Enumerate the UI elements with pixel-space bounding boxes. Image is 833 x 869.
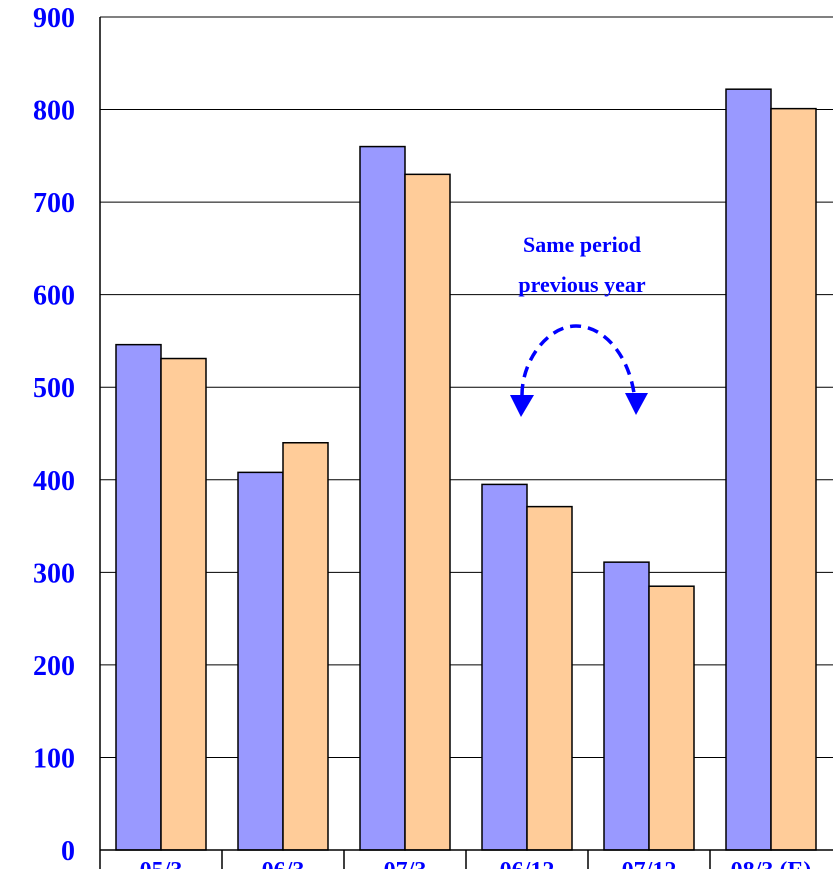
y-tick-label-8: 800	[33, 96, 75, 127]
annotation: Same period previous year	[510, 232, 648, 417]
y-tick-label-9: 900	[33, 3, 75, 34]
y-tick-label-5: 500	[33, 373, 75, 404]
bar-s2-2	[404, 173, 451, 851]
bar-s1-2	[359, 145, 406, 851]
x-tick-label-3: 06/12	[500, 858, 555, 869]
x-tick-label-4: 07/12	[622, 858, 677, 869]
gridlines	[100, 16, 833, 758]
y-tick-label-0: 0	[61, 836, 75, 867]
y-tick-label-7: 700	[33, 188, 75, 219]
bar-s1-0	[115, 343, 162, 851]
y-tick-label-1: 100	[33, 743, 75, 774]
bar-s1-1	[237, 471, 284, 851]
bar-s1-5	[725, 88, 772, 851]
bar-s2-4	[648, 585, 695, 851]
annotation-line-1: Same period	[523, 232, 641, 257]
bar-s2-1	[282, 442, 329, 851]
x-tick-label-0: 05/3	[140, 858, 183, 869]
y-tick-label-3: 300	[33, 558, 75, 589]
x-tick-label-2: 07/3	[384, 858, 427, 869]
bar-s2-5	[770, 107, 817, 851]
x-tick-labels: 05/3 06/3 07/3 06/12 07/12 08/3 (E)	[140, 858, 812, 869]
arrow-down-right-icon	[625, 393, 648, 415]
y-tick-labels: 0 100 200 300 400 500 600 700 800 900	[33, 3, 75, 867]
arrow-down-left-icon	[510, 395, 534, 417]
x-tick-label-5: 08/3 (E)	[731, 858, 812, 869]
bar-s1-3	[481, 483, 528, 851]
y-tick-label-6: 600	[33, 281, 75, 312]
y-tick-label-2: 200	[33, 651, 75, 682]
annotation-line-2: previous year	[518, 272, 646, 297]
bar-s1-4	[603, 561, 650, 851]
y-tick-label-4: 400	[33, 466, 75, 497]
axes	[99, 17, 833, 869]
x-tick-label-1: 06/3	[262, 858, 305, 869]
curved-arrow-icon	[520, 324, 636, 396]
bars	[115, 88, 817, 851]
bar-s2-0	[160, 357, 207, 851]
bar-s2-3	[526, 505, 573, 851]
